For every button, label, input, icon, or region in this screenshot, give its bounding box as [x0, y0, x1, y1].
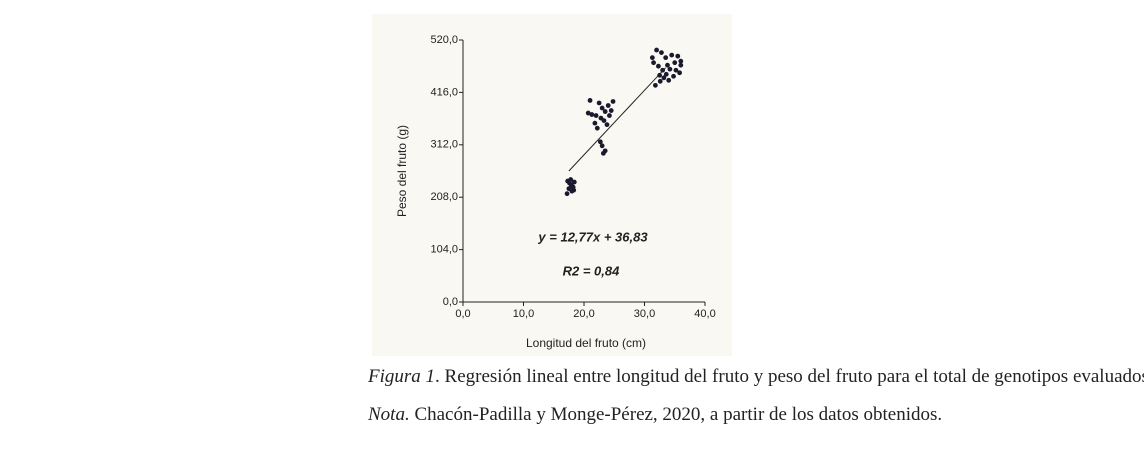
point: [649, 55, 655, 61]
point: [604, 122, 610, 128]
point: [610, 99, 616, 104]
point: [678, 62, 684, 68]
y-tick-label: 104,0: [430, 244, 458, 256]
note-text: Chacón-Padilla y Monge-Pérez, 2020, a pa…: [409, 404, 943, 425]
chart-background: [372, 14, 732, 356]
point: [601, 118, 607, 124]
point: [605, 103, 611, 108]
point: [589, 112, 595, 117]
point: [657, 72, 663, 78]
point: [600, 150, 606, 156]
figure-caption: Figura 1. Regresión lineal entre longitu…: [368, 366, 1144, 388]
point: [593, 113, 599, 118]
x-tick-label: 40,0: [694, 308, 715, 320]
r-squared: R2 = 0,84: [563, 263, 621, 278]
point: [671, 73, 676, 79]
point: [651, 60, 656, 66]
point: [669, 52, 675, 58]
chart: 0,0 104,0 208,0 312,0 416,0 520,0 0,0 10,0 20,0 3…: [372, 14, 732, 356]
point: [657, 78, 663, 84]
point: [677, 70, 682, 76]
note-label: Nota.: [368, 404, 410, 425]
point: [568, 177, 574, 182]
point: [663, 55, 669, 61]
point: [592, 120, 598, 126]
caption-text: . Regresión lineal entre longitud del fr…: [435, 366, 1144, 387]
y-tick-label: 520,0: [430, 34, 458, 46]
point: [661, 75, 667, 81]
point: [652, 82, 658, 88]
x-tick-label: 10,0: [513, 308, 534, 320]
point: [608, 108, 614, 113]
point: [665, 62, 670, 68]
point: [663, 71, 669, 77]
equation: y = 12,77x + 36,83: [537, 229, 648, 244]
y-tick-label: 312,0: [430, 139, 458, 151]
y-axis-label: Peso del fruto (g): [395, 125, 409, 217]
point: [666, 77, 672, 83]
x-axis-label: Longitud del fruto (cm): [526, 336, 646, 350]
point: [571, 187, 577, 193]
x-tick-label: 30,0: [634, 308, 655, 320]
point: [571, 179, 577, 185]
point: [594, 125, 600, 131]
caption-label: Figura 1: [368, 366, 436, 387]
point: [599, 105, 605, 111]
point: [597, 139, 603, 145]
point: [564, 191, 570, 197]
point: [602, 109, 608, 114]
point: [667, 66, 673, 72]
point: [587, 98, 593, 103]
point: [678, 58, 684, 64]
point: [599, 143, 605, 149]
y-tick-label: 0,0: [443, 296, 458, 308]
y-tick-label: 208,0: [430, 191, 458, 203]
point: [596, 100, 602, 106]
point: [672, 60, 678, 66]
point: [656, 63, 661, 69]
point: [659, 50, 664, 55]
x-tick-label: 0,0: [455, 308, 470, 320]
figure-note: Nota. Chacón-Padilla y Monge-Pérez, 2020…: [368, 404, 942, 426]
point: [607, 113, 612, 118]
x-tick-label: 20,0: [573, 308, 594, 320]
point: [585, 110, 591, 116]
trend-line: [568, 67, 667, 172]
point: [673, 67, 679, 73]
point: [675, 53, 681, 59]
point: [654, 47, 659, 53]
y-tick-label: 416,0: [430, 86, 458, 98]
